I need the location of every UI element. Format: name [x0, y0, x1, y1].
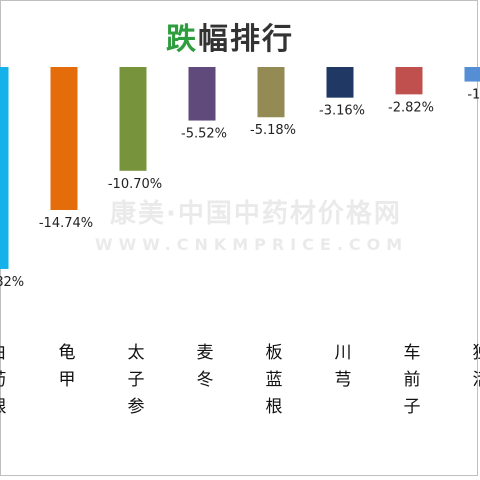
title-part-2: 幅排行 [198, 22, 294, 57]
category-label: 前 [404, 370, 421, 390]
category-label: 甲 [59, 370, 76, 390]
bar [257, 67, 285, 118]
data-label: -10.70% [108, 177, 162, 192]
category-label: 根 [0, 397, 7, 417]
bar [464, 67, 480, 82]
category-label: 活 [473, 370, 480, 390]
bar [326, 67, 354, 98]
category-label: 参 [128, 397, 145, 417]
category-label: 独 [473, 343, 480, 363]
category-label: 车 [404, 343, 421, 363]
bar [50, 67, 78, 210]
data-label: -1.5 [467, 88, 480, 103]
chart-title: 跌幅排行 [0, 14, 460, 58]
category-label: 太 [128, 343, 145, 363]
data-label: -5.18% [250, 123, 296, 138]
bar [188, 67, 216, 121]
data-label: -14.74% [39, 216, 93, 231]
data-label: -5.52% [181, 127, 227, 142]
category-label: 川 [335, 343, 352, 363]
category-label: 芍 [0, 370, 7, 390]
category-label: 白 [0, 343, 7, 363]
category-label: 冬 [197, 370, 214, 390]
title-part-1: 跌 [166, 22, 198, 57]
category-label: 麦 [197, 343, 214, 363]
data-label: -2.82% [388, 100, 434, 115]
data-label: -20.82% [0, 275, 24, 290]
bar [395, 67, 423, 95]
category-label: 子 [404, 397, 421, 417]
category-label: 板 [266, 343, 283, 363]
bar [119, 67, 147, 171]
category-label: 子 [128, 370, 145, 390]
category-label: 蓝 [266, 370, 283, 390]
bar [0, 67, 9, 269]
category-label: 根 [266, 397, 283, 417]
category-label: 龟 [59, 343, 76, 363]
data-label: -3.16% [319, 104, 365, 119]
category-label: 芎 [335, 370, 352, 390]
